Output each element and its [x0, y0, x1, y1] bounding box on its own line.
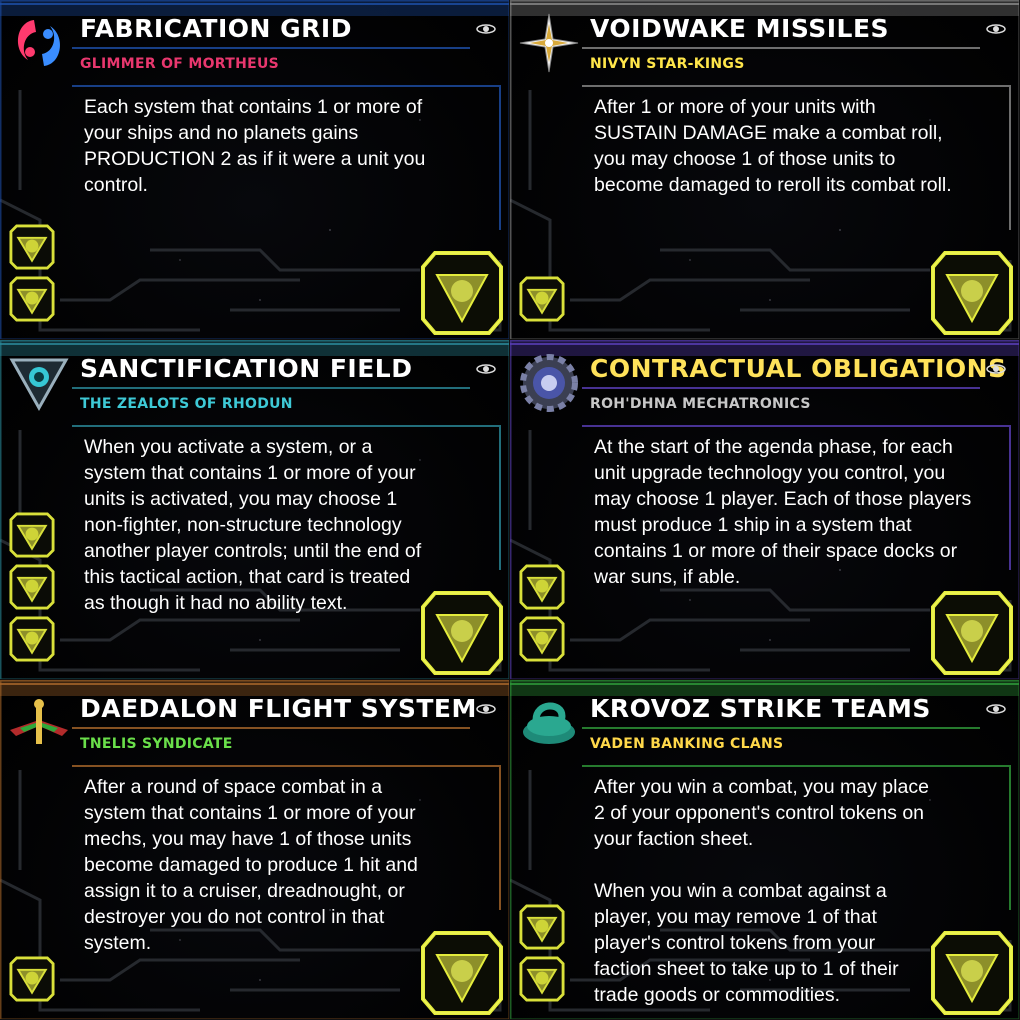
- prerequisite-icon: [9, 956, 55, 1002]
- mortheus-faction-icon: [17, 20, 61, 66]
- frame-line: [150, 588, 420, 612]
- faction-name: NIVYN STAR-KINGS: [590, 56, 745, 72]
- frame-line: [582, 765, 1011, 910]
- frame-line: [570, 958, 810, 982]
- frame-line: [72, 85, 501, 230]
- frame-line: [570, 278, 810, 302]
- ability-text: After 1 or more of your units with SUSTA…: [594, 96, 952, 196]
- frame-line: [510, 198, 710, 332]
- frame-top-glow: [510, 340, 1019, 356]
- ability-text: Each system that contains 1 or more of y…: [84, 96, 426, 196]
- prerequisite-icon: [9, 224, 55, 270]
- prerequisite-icon: [519, 276, 565, 322]
- expansion-icon: [476, 24, 496, 34]
- card-title: SANCTIFICATION FIELD: [80, 354, 413, 383]
- ability-text: When you activate a system, or a system …: [84, 436, 422, 614]
- expansion-icon: [986, 704, 1006, 714]
- rhodun-triangle-faction-icon: [9, 358, 69, 412]
- card-frame: [0, 680, 509, 1019]
- card-title: KROVOZ STRIKE TEAMS: [590, 694, 931, 723]
- faction-name: GLIMMER OF MORTHEUS: [80, 56, 280, 72]
- prerequisite-icon: [9, 564, 55, 610]
- frame-top-glow: [0, 340, 509, 356]
- expansion-icon: [476, 704, 496, 714]
- frame-line: [582, 425, 1011, 570]
- expansion-icon: [476, 364, 496, 374]
- card-frame: [510, 680, 1019, 1019]
- card-title: DAEDALON FLIGHT SYSTEM: [80, 694, 477, 723]
- star-compass-faction-icon: [519, 13, 579, 73]
- frame-line: [510, 538, 710, 672]
- faction-name: THE ZEALOTS OF RHODUN: [80, 396, 293, 412]
- gear-faction-icon: [520, 354, 578, 412]
- frame-line: [582, 85, 1011, 230]
- frame-line: [0, 198, 200, 332]
- card-frame: [0, 0, 509, 339]
- frame-line: [660, 928, 930, 952]
- frame-top-glow: [0, 680, 509, 696]
- prerequisite-icon: [9, 616, 55, 662]
- frame-top-glow: [0, 0, 509, 16]
- tech-card[interactable]: SANCTIFICATION FIELD THE ZEALOTS OF RHODU…: [0, 340, 510, 680]
- frame-line: [60, 278, 300, 302]
- frame-line: [150, 248, 420, 272]
- ability-text: After a round of space combat in a syste…: [84, 776, 418, 954]
- prerequisite-icon: [519, 956, 565, 1002]
- faction-name: TNELIS SYNDICATE: [80, 736, 233, 752]
- frame-line: [510, 878, 710, 1012]
- tech-type-icon: [931, 251, 1013, 335]
- prerequisite-icon: [9, 512, 55, 558]
- tech-type-icon: [931, 931, 1013, 1015]
- prerequisite-icon: [519, 904, 565, 950]
- tech-card[interactable]: KROVOZ STRIKE TEAMS VADEN BANKING CLANS Af…: [510, 680, 1020, 1020]
- prerequisite-icon: [9, 276, 55, 322]
- tech-card[interactable]: DAEDALON FLIGHT SYSTEM TNELIS SYNDICATE Af…: [0, 680, 510, 1020]
- card-frame: [510, 0, 1019, 339]
- tech-type-icon: [421, 931, 503, 1015]
- faction-name: VADEN BANKING CLANS: [590, 736, 784, 752]
- card-frame: [0, 340, 509, 679]
- frame-line: [660, 588, 930, 612]
- ability-text: After you win a combat, you may place 2 …: [594, 776, 929, 1006]
- vaden-faction-icon: [523, 702, 575, 744]
- frame-top-glow: [510, 680, 1019, 696]
- frame-line: [72, 765, 501, 910]
- tech-type-icon: [421, 591, 503, 675]
- frame-line: [660, 248, 930, 272]
- card-frame: [510, 340, 1019, 679]
- frame-line: [72, 425, 501, 570]
- prerequisite-icon: [519, 564, 565, 610]
- tech-card[interactable]: FABRICATION GRID GLIMMER OF MORTHEUS Each …: [0, 0, 510, 340]
- frame-line: [150, 928, 420, 952]
- faction-name: ROH'DHNA MECHATRONICS: [590, 396, 811, 412]
- frame-line: [60, 958, 300, 982]
- frame-line: [0, 878, 200, 1012]
- tech-type-icon: [421, 251, 503, 335]
- tech-card[interactable]: VOIDWAKE MISSILES NIVYN STAR-KINGS After 1…: [510, 0, 1020, 340]
- card-title: VOIDWAKE MISSILES: [590, 14, 890, 43]
- expansion-icon: [986, 24, 1006, 34]
- frame-line: [570, 618, 810, 642]
- frame-top-glow: [510, 0, 1019, 16]
- tnelis-wings-faction-icon: [10, 699, 68, 744]
- tech-card[interactable]: CONTRACTUAL OBLIGATIONS ROH'DHNA MECHATRO…: [510, 340, 1020, 680]
- ability-text: At the start of the agenda phase, for ea…: [594, 436, 972, 588]
- frame-line: [60, 618, 300, 642]
- tech-type-icon: [931, 591, 1013, 675]
- card-title: CONTRACTUAL OBLIGATIONS: [590, 354, 1007, 383]
- card-title: FABRICATION GRID: [80, 14, 352, 43]
- expansion-icon: [986, 364, 1006, 374]
- prerequisite-icon: [519, 616, 565, 662]
